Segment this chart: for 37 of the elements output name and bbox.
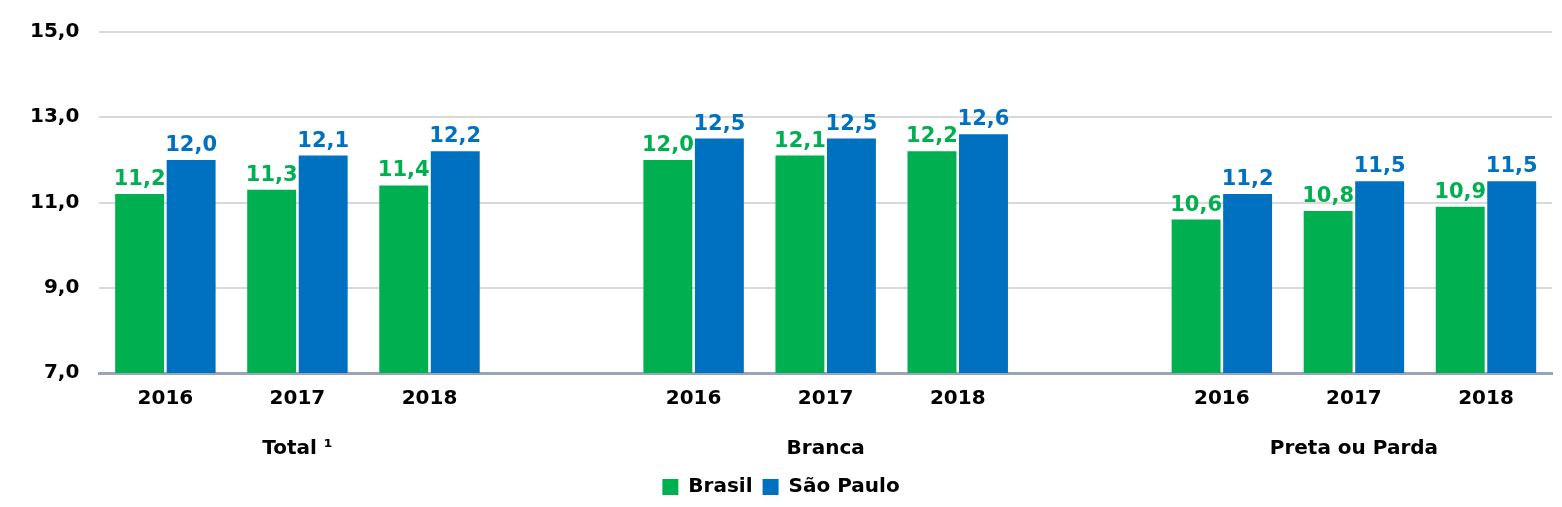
data-label: 12,1 bbox=[297, 127, 350, 152]
data-label: 10,6 bbox=[1170, 191, 1223, 216]
data-label: 11,2 bbox=[113, 165, 166, 190]
x-tick-label: 2016 bbox=[1194, 385, 1250, 410]
data-label: 11,5 bbox=[1485, 153, 1538, 178]
data-label: 12,2 bbox=[906, 123, 958, 148]
data-label: 11,2 bbox=[1221, 165, 1274, 190]
data-label: 12,2 bbox=[429, 123, 482, 148]
y-tick-label: 13,0 bbox=[29, 103, 80, 128]
data-label: 12,1 bbox=[774, 127, 826, 152]
data-label: 12,6 bbox=[957, 106, 1010, 131]
data-label: 10,9 bbox=[1434, 178, 1487, 203]
x-tick-label: 2017 bbox=[269, 385, 326, 410]
data-label: 11,5 bbox=[1353, 153, 1406, 178]
legend-label: São Paulo bbox=[788, 473, 900, 498]
data-label: 10,8 bbox=[1302, 182, 1355, 207]
legend-label: Brasil bbox=[688, 473, 753, 498]
x-tick-label: 2018 bbox=[1458, 385, 1514, 410]
x-tick-label: 2016 bbox=[665, 385, 722, 410]
x-tick-label: 2017 bbox=[1326, 385, 1382, 410]
data-label: 11,3 bbox=[245, 161, 298, 186]
x-tick-label: 2017 bbox=[797, 385, 854, 410]
y-tick-label: 9,0 bbox=[43, 273, 80, 298]
y-tick-label: 15,0 bbox=[29, 18, 80, 43]
y-tick-label: 11,0 bbox=[29, 188, 80, 213]
x-tick-label: 2016 bbox=[137, 385, 194, 410]
data-label: 11,4 bbox=[377, 157, 430, 182]
text: Branca bbox=[786, 435, 865, 460]
x-tick-label: 2018 bbox=[401, 385, 458, 410]
x-tick-label: 2018 bbox=[929, 385, 986, 410]
data-label: 12,5 bbox=[693, 110, 746, 135]
data-label: 12,0 bbox=[165, 131, 218, 156]
text: Total ¹ bbox=[262, 435, 333, 460]
text: Preta ou Parda bbox=[1269, 435, 1439, 460]
data-label: 12,0 bbox=[641, 131, 694, 156]
data-label: 12,5 bbox=[825, 110, 878, 135]
y-tick-label: 7,0 bbox=[43, 359, 80, 384]
